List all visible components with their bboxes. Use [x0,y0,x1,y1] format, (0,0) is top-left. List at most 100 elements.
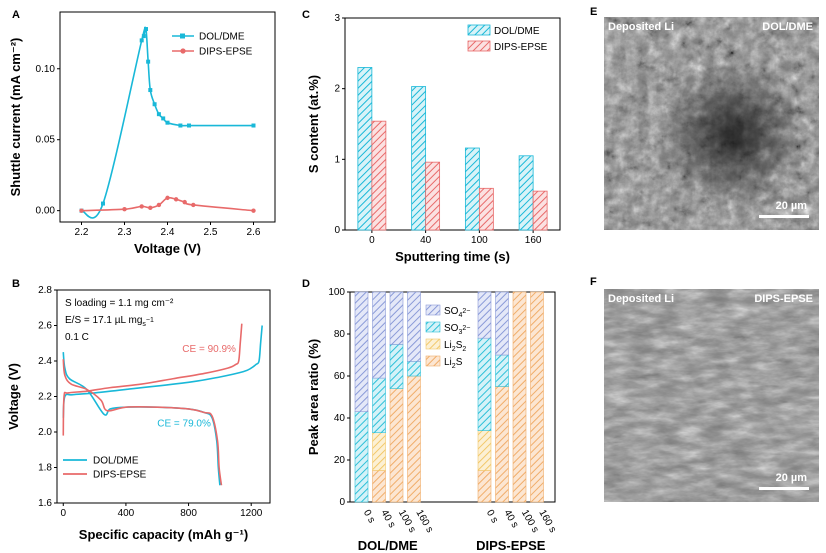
data-point-dol-dme [144,27,148,32]
stacked-bar-segment [477,470,492,503]
y-tick-label-c: 1 [334,154,340,165]
y-tick-label-b: 1.6 [38,498,52,509]
group-label-dips-epse: DIPS-EPSE [476,538,546,553]
bar-dol-dme [518,155,534,231]
stacked-bar-segment [372,432,386,471]
legend-swatch-d [425,304,441,316]
bar-dips-epse [425,161,441,231]
stacked-bar-segment [372,377,386,434]
y-axis-title-c: S content (at.%) [306,75,321,173]
stacked-bar-segment [372,470,386,503]
sem-f-scale-bar [759,487,809,490]
legend-swatch-dips-epse [467,40,491,52]
data-point-dips-epse [191,202,196,208]
x-tick-label-c: 100 [471,235,488,246]
x-tick-label-a: 2.5 [204,227,218,238]
y-tick-label-d: 20 [334,455,346,466]
ce-label-dips-epse: CE = 90.9% [182,344,236,355]
y-tick-label-d: 40 [334,413,346,424]
stacked-bar-segment [354,291,369,412]
panel-label-c: C [302,9,310,21]
legend-label-dol-dme: DOL/DME [93,456,139,467]
legend-swatch-d [425,321,441,333]
discharge-curve-dips-epse [62,359,223,486]
x-axis-title-c: Sputtering time (s) [395,249,510,264]
x-tick-label-a: 2.2 [75,227,89,238]
data-point-dol-dme [101,201,105,206]
panel-label-b: B [12,278,20,290]
data-point-dol-dme [178,123,183,128]
sem-texture-e [604,17,819,230]
legend-label-d: SO32− [444,323,470,336]
data-point-dol-dme [161,116,166,121]
panel-a-shuttle-current: A 2.2 2.3 2.4 2.5 2.6 0.00 0.05 0.10 Voltage (V)… [8,9,276,256]
y-tick-label-c: 2 [334,84,340,95]
x-tick-label-b: 0 [60,508,66,519]
x-axis-title-a: Voltage (V) [134,241,201,256]
bar-dips-epse [532,190,548,231]
stacked-bar-segment [477,430,492,471]
sem-image-e: Deposited Li DOL/DME 20 µm [604,17,819,230]
x-tick-label-a: 2.3 [118,227,132,238]
y-axis-title-b: Voltage (V) [6,363,21,430]
y-tick-label-b: 2.6 [38,321,52,332]
stacked-bar-segment [407,360,421,377]
stacked-bar-segment [495,386,509,503]
stacked-bar-segment [477,337,492,431]
x-tick-label-a: 2.4 [161,227,175,238]
data-point-dol-dme [148,88,153,93]
data-point-dips-epse [173,197,179,202]
bar-dips-epse [371,120,387,231]
data-point-dol-dme [165,120,170,125]
panel-label-e: E [590,6,598,18]
legend-label-d: SO42− [444,306,470,319]
x-tick-label-b: 1200 [240,508,263,519]
sem-f-scale-label: 20 µm [775,472,807,484]
x-tick-label-c: 160 [525,235,542,246]
data-point-dips-epse [165,195,170,201]
x-tick-label-d: 160 s [413,508,435,535]
stacked-bar-segment [495,354,509,387]
legend-swatch-d [425,338,441,350]
legend-label-dips-epse: DIPS-EPSE [93,470,147,481]
data-point-dol-dme [146,59,151,64]
bar-dol-dme [357,67,373,231]
data-point-dol-dme [251,123,256,128]
annotation-s-loading: S loading = 1.1 mg cm⁻² [65,298,174,309]
x-tick-label-d: 40 s [501,508,520,530]
stacked-bar-segment [372,291,386,379]
stacked-bar-segment [389,388,404,503]
panel-label-d: D [302,278,310,290]
plot-frame-c [344,17,561,231]
data-point-dips-epse [251,208,256,213]
stacked-bar-segment [407,375,421,503]
x-tick-label-a: 2.6 [247,227,261,238]
y-tick-label-d: 100 [328,287,345,298]
y-tick-label-d: 0 [339,497,345,508]
legend-label-dips-epse: DIPS-EPSE [494,42,548,53]
x-tick-label-d: 160 s [536,508,558,535]
legend-label-d: Li2S [444,357,463,370]
sem-e-sample-label: Deposited Li [608,21,675,33]
x-tick-label-d: 40 s [378,508,397,530]
y-tick-label-b: 2.0 [38,427,52,438]
y-tick-label-d: 60 [334,371,346,382]
panel-label-a: A [12,9,20,21]
legend-label-dips-epse: DIPS-EPSE [199,47,253,58]
data-point-dips-epse [148,205,153,211]
x-axis-title-b: Specific capacity (mAh g⁻¹) [79,527,248,542]
data-point-dol-dme [156,112,161,117]
legend-label-d: Li2S2 [444,340,466,353]
data-point-dol-dme [187,123,191,128]
legend-marker-dol-dme [180,33,185,39]
y-tick-label-b: 2.8 [38,285,52,296]
y-tick-label-b: 1.8 [38,463,52,474]
annotation-c-rate: 0.1 C [65,332,89,343]
y-axis-title-a: Shuttle current (mA cm⁻²) [8,38,23,197]
x-tick-label-c: 40 [420,235,432,246]
stacked-bar-segment [354,411,369,503]
legend-label-dol-dme: DOL/DME [199,32,245,43]
panel-label-f: F [590,276,597,288]
y-tick-label-a: 0.00 [36,206,56,217]
